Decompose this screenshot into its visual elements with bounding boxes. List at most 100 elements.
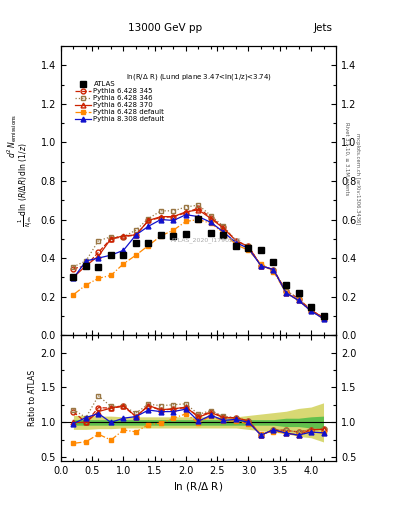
Text: Rivet 3.1.10, ≥ 3.1M events: Rivet 3.1.10, ≥ 3.1M events	[344, 122, 349, 196]
Pythia 6.428 346	[271, 267, 276, 273]
Pythia 6.428 345	[108, 236, 113, 242]
Pythia 6.428 345	[71, 266, 76, 272]
Pythia 8.308 default	[271, 267, 276, 273]
ATLAS	[209, 230, 213, 236]
ATLAS	[171, 233, 176, 239]
Pythia 6.428 370	[171, 214, 176, 220]
Line: Pythia 6.428 346: Pythia 6.428 346	[71, 203, 326, 320]
Line: Pythia 6.428 default: Pythia 6.428 default	[71, 217, 326, 321]
Pythia 8.308 default	[121, 247, 126, 253]
Pythia 6.428 default	[146, 243, 151, 249]
Text: ATLAS_2020_I1790256: ATLAS_2020_I1790256	[171, 237, 242, 243]
Pythia 6.428 346	[246, 243, 251, 249]
Pythia 6.428 345	[259, 263, 263, 269]
Pythia 6.428 370	[321, 315, 326, 321]
Pythia 6.428 default	[209, 220, 213, 226]
Pythia 6.428 default	[134, 252, 138, 258]
Pythia 6.428 346	[108, 234, 113, 240]
Pythia 6.428 370	[246, 243, 251, 249]
Text: 13000 GeV pp: 13000 GeV pp	[128, 23, 202, 33]
Pythia 6.428 345	[84, 263, 88, 269]
Pythia 6.428 345	[121, 234, 126, 240]
Pythia 8.308 default	[71, 275, 76, 282]
ATLAS	[259, 247, 263, 253]
Line: Pythia 6.428 345: Pythia 6.428 345	[71, 205, 326, 320]
Pythia 8.308 default	[84, 258, 88, 264]
Pythia 6.428 345	[171, 214, 176, 220]
Pythia 6.428 346	[146, 216, 151, 222]
Pythia 6.428 370	[259, 263, 263, 269]
Pythia 6.428 346	[171, 208, 176, 214]
Pythia 6.428 370	[184, 209, 188, 215]
Pythia 6.428 345	[246, 243, 251, 249]
Line: Pythia 6.428 370: Pythia 6.428 370	[71, 207, 326, 320]
Pythia 8.308 default	[96, 255, 101, 261]
Line: ATLAS: ATLAS	[71, 216, 326, 318]
ATLAS	[146, 240, 151, 246]
Pythia 8.308 default	[321, 316, 326, 322]
Pythia 6.428 345	[271, 267, 276, 273]
Pythia 6.428 370	[309, 307, 313, 313]
Pythia 6.428 345	[233, 238, 238, 244]
Pythia 6.428 370	[159, 214, 163, 220]
Pythia 8.308 default	[284, 290, 288, 296]
Pythia 6.428 346	[196, 202, 201, 208]
Line: Pythia 8.308 default: Pythia 8.308 default	[71, 212, 326, 321]
Pythia 6.428 346	[296, 295, 301, 302]
Pythia 6.428 346	[84, 258, 88, 264]
Pythia 6.428 370	[284, 290, 288, 296]
Pythia 6.428 346	[71, 264, 76, 270]
ATLAS	[309, 304, 313, 310]
Pythia 6.428 346	[121, 234, 126, 240]
ATLAS	[271, 259, 276, 265]
Pythia 8.308 default	[221, 229, 226, 235]
Pythia 6.428 370	[209, 216, 213, 222]
Pythia 6.428 345	[284, 288, 288, 294]
Pythia 6.428 default	[108, 272, 113, 279]
ATLAS	[71, 274, 76, 281]
ATLAS	[108, 252, 113, 258]
Pythia 8.308 default	[134, 232, 138, 238]
Pythia 6.428 370	[221, 225, 226, 231]
ATLAS	[184, 231, 188, 237]
Pythia 6.428 default	[233, 242, 238, 248]
Pythia 6.428 370	[134, 232, 138, 238]
Pythia 6.428 default	[184, 218, 188, 224]
Pythia 6.428 345	[296, 295, 301, 302]
Pythia 8.308 default	[233, 240, 238, 246]
ATLAS	[134, 240, 138, 246]
Pythia 6.428 345	[321, 315, 326, 321]
Pythia 6.428 345	[309, 307, 313, 313]
ATLAS	[246, 245, 251, 251]
Pythia 6.428 346	[159, 208, 163, 214]
Text: Jets: Jets	[313, 23, 332, 33]
Pythia 6.428 default	[284, 290, 288, 296]
Pythia 6.428 370	[271, 267, 276, 273]
Pythia 8.308 default	[146, 223, 151, 229]
Pythia 8.308 default	[159, 217, 163, 223]
Pythia 6.428 346	[233, 238, 238, 244]
ATLAS	[96, 264, 101, 270]
Pythia 6.428 345	[96, 249, 101, 255]
Pythia 6.428 default	[84, 282, 88, 288]
Pythia 6.428 default	[296, 297, 301, 304]
Pythia 6.428 default	[259, 261, 263, 267]
ATLAS	[233, 243, 238, 249]
Pythia 6.428 default	[121, 261, 126, 267]
Pythia 6.428 346	[209, 212, 213, 219]
Pythia 6.428 346	[184, 204, 188, 210]
Pythia 6.428 default	[196, 217, 201, 223]
Pythia 6.428 346	[221, 223, 226, 229]
Pythia 6.428 346	[321, 315, 326, 321]
ATLAS	[121, 252, 126, 258]
Pythia 6.428 345	[221, 224, 226, 230]
Pythia 8.308 default	[196, 214, 201, 220]
Pythia 8.308 default	[259, 263, 263, 269]
X-axis label: ln (R/$\Delta$ R): ln (R/$\Delta$ R)	[173, 480, 224, 493]
Pythia 6.428 default	[271, 268, 276, 274]
Pythia 6.428 346	[309, 307, 313, 313]
Pythia 6.428 346	[284, 288, 288, 294]
ATLAS	[221, 232, 226, 238]
Pythia 6.428 default	[96, 275, 101, 282]
Pythia 8.308 default	[209, 219, 213, 225]
